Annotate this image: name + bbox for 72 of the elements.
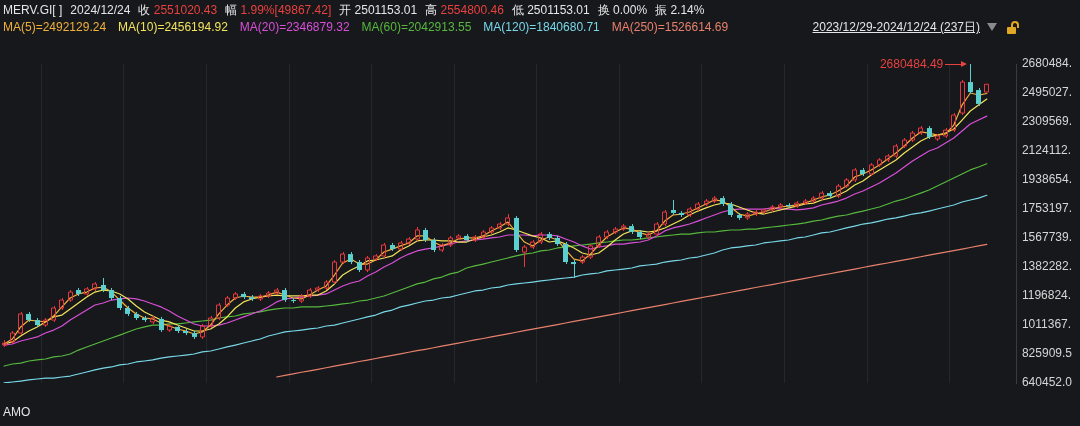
candlestick xyxy=(183,328,188,336)
candlestick xyxy=(514,215,519,253)
annotation: 2680484.49 xyxy=(879,57,944,71)
text: 收 2551020.43 xyxy=(138,3,218,17)
candlestick xyxy=(26,311,31,323)
candlestick xyxy=(737,212,742,221)
text: MA(10)=2456194.92 xyxy=(118,20,228,34)
text: 低 2501153.01 xyxy=(511,3,590,17)
text: AMO xyxy=(3,405,31,419)
text: 高 2554800.46 xyxy=(425,3,504,17)
candlestick xyxy=(547,231,552,241)
candlestick xyxy=(249,294,254,302)
candlestick xyxy=(679,210,684,218)
candlestick xyxy=(423,227,428,243)
candlestick xyxy=(101,277,106,293)
text: MA(5)=2492129.24 xyxy=(3,20,107,34)
text: 开 2501153.01 xyxy=(339,3,418,17)
candlestick xyxy=(571,259,576,279)
candlestick xyxy=(357,259,362,273)
candlestick xyxy=(728,201,733,218)
y-tick-label: 1382282. xyxy=(1021,259,1073,274)
y-tick-label: 2309569. xyxy=(1021,114,1073,129)
text: 幅 1.99%[49867.42] xyxy=(225,3,332,17)
y-tick-label: 2124112. xyxy=(1021,143,1072,158)
y-tick-label: 640452.0 xyxy=(1021,375,1073,390)
candlestick xyxy=(282,287,287,303)
y-tick-label: 1011367. xyxy=(1021,317,1072,332)
candlestick xyxy=(431,237,436,253)
candlestick xyxy=(35,317,40,328)
candlestick xyxy=(927,125,932,140)
chart-title: MERV.GI[ ] xyxy=(3,3,63,17)
candlestick xyxy=(175,324,180,334)
candlestick xyxy=(159,316,164,333)
candlestick xyxy=(984,83,989,93)
text: MA(60)=2042913.55 xyxy=(361,20,472,34)
y-tick-label: 2495027. xyxy=(1021,85,1073,100)
candlestick xyxy=(291,297,296,304)
y-tick-label: 1753197. xyxy=(1021,201,1073,216)
candlestick xyxy=(555,235,560,247)
y-tick-label: 1567739. xyxy=(1021,230,1073,245)
text: MA(20)=2346879.32 xyxy=(239,20,350,34)
candlestick xyxy=(142,315,147,323)
candlestick xyxy=(348,251,353,265)
candlestick xyxy=(720,195,725,207)
text: 2024/12/24 xyxy=(70,3,131,17)
candlestick xyxy=(192,330,197,340)
candlestick xyxy=(860,167,865,177)
candlestick xyxy=(827,190,832,199)
candlestick xyxy=(134,311,139,321)
candlestick xyxy=(125,305,130,317)
y-tick-label: 2680484. xyxy=(1021,56,1073,71)
candlestick xyxy=(464,233,469,243)
candlestick xyxy=(241,291,246,300)
text: MA(250)=1526614.69 xyxy=(611,20,729,34)
candlestick xyxy=(637,229,642,240)
candlestick xyxy=(976,87,981,107)
text: 振 2.14% xyxy=(655,3,705,17)
candlestick xyxy=(76,287,81,297)
text: 2023/12/29-2024/12/24 (237日) xyxy=(812,20,980,34)
text: 换 0.00% xyxy=(597,3,648,17)
candlestick xyxy=(117,295,122,311)
candlestick xyxy=(629,223,634,235)
candlestick xyxy=(671,199,676,216)
y-tick-label: 1938654. xyxy=(1021,172,1073,187)
y-tick-label: 825909.5 xyxy=(1021,346,1073,361)
candlestick xyxy=(968,63,973,95)
candlestick xyxy=(563,241,568,265)
candlestick xyxy=(390,242,395,252)
y-tick-label: 1196824. xyxy=(1021,288,1072,303)
candlestick xyxy=(786,202,791,209)
candlestick xyxy=(109,287,114,301)
text: MA(120)=1840680.71 xyxy=(483,20,600,34)
